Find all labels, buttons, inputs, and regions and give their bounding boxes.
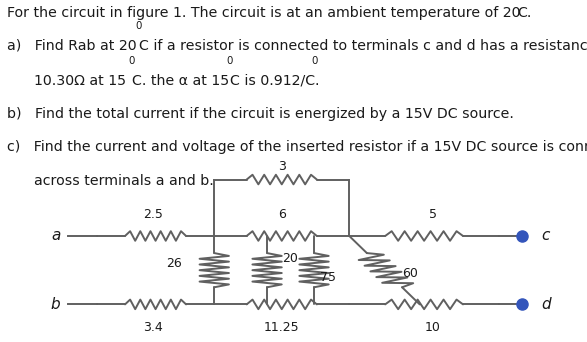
Text: 0: 0 <box>311 56 318 66</box>
Text: 3.4: 3.4 <box>143 321 163 334</box>
Text: 2.5: 2.5 <box>143 208 163 221</box>
Text: 20: 20 <box>282 252 298 265</box>
Text: 0: 0 <box>129 56 135 66</box>
Text: 0: 0 <box>136 22 141 31</box>
Text: 26: 26 <box>166 257 182 270</box>
Text: 3: 3 <box>278 160 286 173</box>
Text: C.: C. <box>517 5 531 19</box>
Text: 60: 60 <box>402 267 418 280</box>
Text: a)   Find Rab at 20: a) Find Rab at 20 <box>7 39 137 53</box>
Text: 10.30Ω at 15: 10.30Ω at 15 <box>7 74 126 88</box>
Text: across terminals a and b.: across terminals a and b. <box>7 174 214 188</box>
Text: 11.25: 11.25 <box>264 321 299 334</box>
Text: 6: 6 <box>278 208 286 221</box>
Text: 75: 75 <box>320 271 336 284</box>
Text: C is 0.912/C: C is 0.912/C <box>230 74 315 88</box>
Text: c: c <box>542 228 550 244</box>
Text: 10: 10 <box>425 321 441 334</box>
Text: 5: 5 <box>429 208 437 221</box>
Text: c)   Find the current and voltage of the inserted resistor if a 15V DC source is: c) Find the current and voltage of the i… <box>7 140 587 154</box>
Text: C if a resistor is connected to terminals c and d has a resistance of: C if a resistor is connected to terminal… <box>139 39 587 53</box>
Text: b: b <box>51 297 60 312</box>
Text: d: d <box>541 297 551 312</box>
Text: C. the α at 15: C. the α at 15 <box>132 74 230 88</box>
Text: For the circuit in figure 1. The circuit is at an ambient temperature of 20: For the circuit in figure 1. The circuit… <box>7 5 521 19</box>
Text: .: . <box>315 74 319 88</box>
Text: b)   Find the total current if the circuit is energized by a 15V DC source.: b) Find the total current if the circuit… <box>7 107 514 121</box>
Text: a: a <box>51 228 60 244</box>
Text: 0: 0 <box>227 56 233 66</box>
